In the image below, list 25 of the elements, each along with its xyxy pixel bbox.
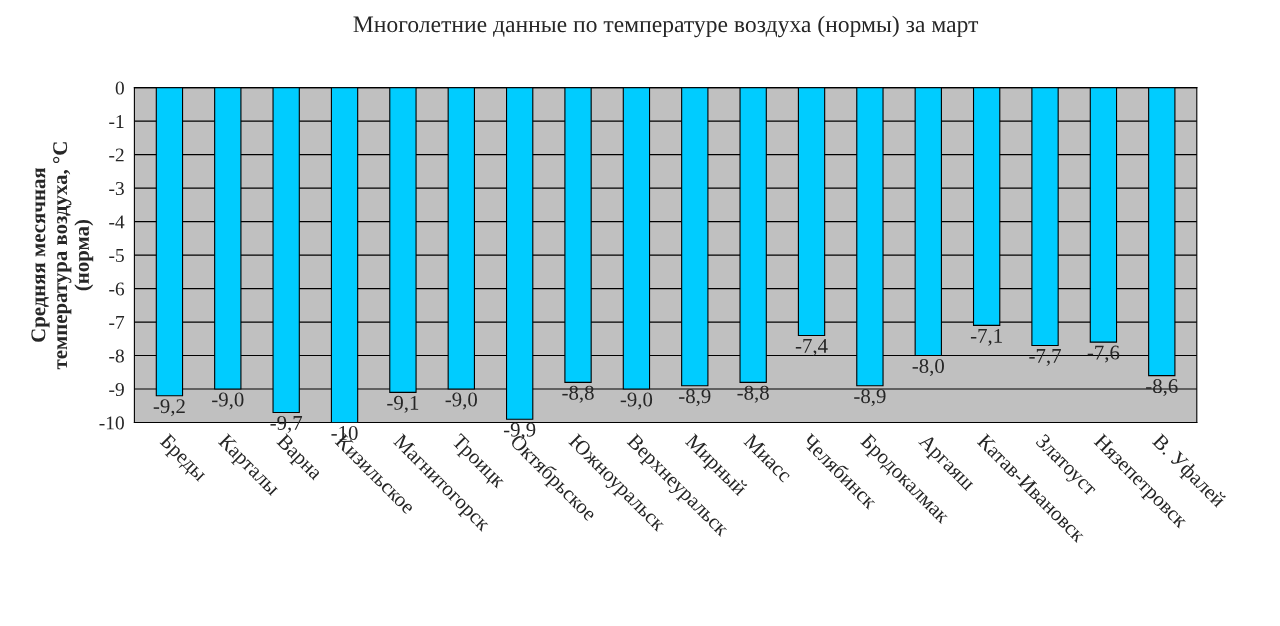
data-label: -9,0 <box>445 392 477 410</box>
y-tick-label: -6 <box>109 282 125 296</box>
data-label: -8,0 <box>912 358 944 377</box>
data-label: -9,0 <box>212 392 244 410</box>
y-tick-label: -5 <box>109 249 124 263</box>
y-tick-label: 0 <box>115 81 124 95</box>
y-tick-label: -7 <box>109 316 125 329</box>
y-tick-label: -3 <box>109 181 124 196</box>
data-label: -8,8 <box>562 385 594 403</box>
chart-title: Многолетние данные по температуре воздуха (нормы) за март <box>353 15 979 38</box>
y-tick-label: -8 <box>109 349 124 363</box>
data-label: -9,1 <box>387 395 419 413</box>
data-label: -9,0 <box>620 392 653 410</box>
y-tick-label: -10 <box>99 416 124 430</box>
y-tick-label: -2 <box>109 148 124 162</box>
data-label: -7,1 <box>970 328 1002 346</box>
data-label: -9,2 <box>153 399 185 417</box>
y-tick-label: -1 <box>109 115 124 128</box>
y-axis-title: Средняя месячная температура воздуха, °С (норма) <box>31 142 94 370</box>
data-label: -8,9 <box>854 389 886 407</box>
y-tick-label: -9 <box>109 382 124 396</box>
data-label: -8,9 <box>679 389 711 407</box>
data-label: -7,4 <box>795 338 828 356</box>
y-tick-label: -4 <box>109 215 125 229</box>
data-label: -8,8 <box>737 385 769 403</box>
